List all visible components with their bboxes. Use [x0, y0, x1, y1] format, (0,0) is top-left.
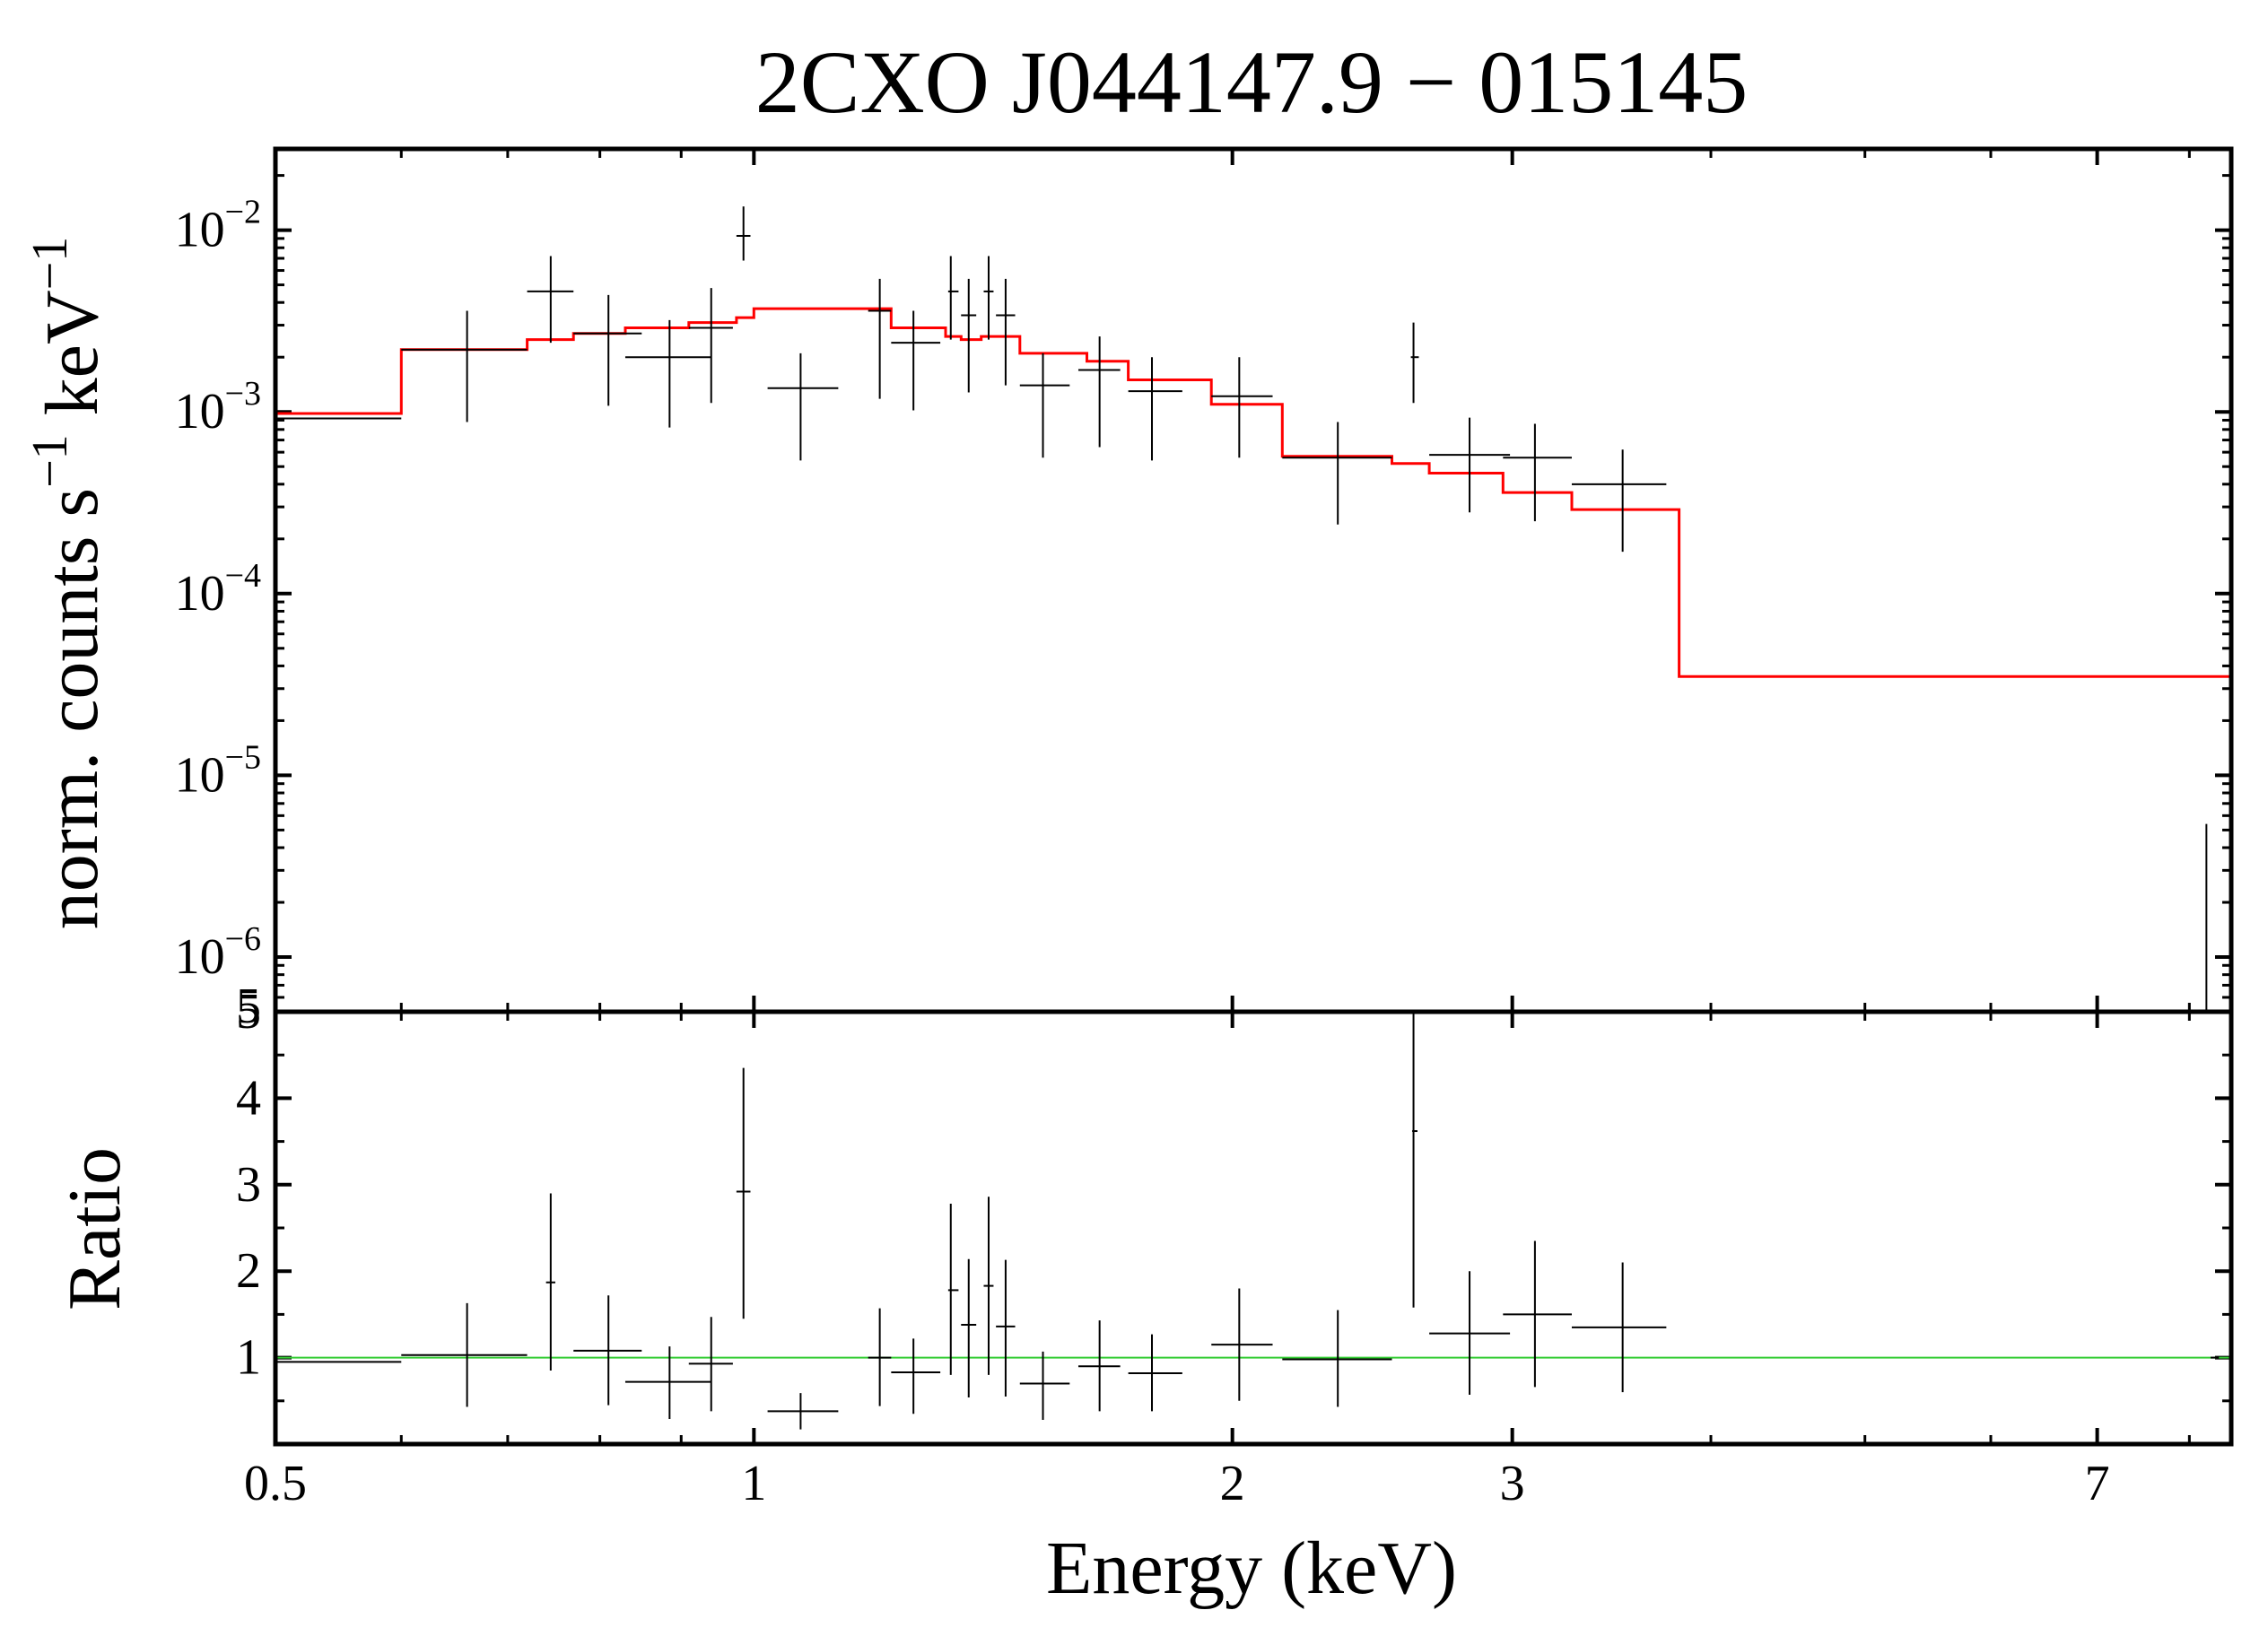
data-point	[401, 1302, 528, 1407]
spectrum-y-axis-label: norm. counts s−1 keV−1	[22, 237, 114, 929]
data-point	[996, 1259, 1016, 1397]
data-point	[947, 1204, 959, 1375]
data-point	[1571, 449, 1667, 553]
data-point	[868, 1308, 892, 1406]
data-point	[961, 1258, 977, 1397]
data-point	[1211, 1288, 1273, 1401]
y-tick-label: 1	[236, 1330, 261, 1386]
y-tick-label: 5	[236, 984, 261, 1040]
x-tick-label: 0.5	[244, 1456, 307, 1511]
y-tick-label: 10−6	[175, 920, 261, 985]
data-point	[624, 319, 711, 428]
ratio-panel: 1 2 3 4 5 0.5 1 2 3 7	[236, 984, 2234, 1511]
data-point	[1503, 423, 1572, 522]
data-point	[1077, 336, 1121, 448]
data-point	[1019, 352, 1070, 458]
data-point	[767, 1393, 839, 1430]
y-tick-label: 10−5	[175, 738, 261, 803]
data-point	[688, 1317, 733, 1412]
x-tick-label: 3	[1500, 1456, 1525, 1511]
ratio-frame	[273, 1009, 2234, 1447]
y-tick-label: 4	[236, 1070, 261, 1126]
x-axis-label: Energy (keV)	[1046, 1527, 1457, 1610]
model-curve	[275, 307, 2231, 678]
spectrum-panel: 10−2 10−3 10−4 10−5 10−65	[175, 146, 2234, 1034]
data-point	[688, 288, 733, 404]
data-point	[573, 294, 642, 406]
data-point	[1282, 1310, 1392, 1407]
data-point	[1410, 322, 1419, 404]
data-point	[527, 256, 574, 344]
data-point	[767, 352, 839, 461]
data-point	[573, 1295, 642, 1406]
data-point	[961, 278, 977, 393]
data-point	[1503, 1240, 1572, 1388]
data-point	[1429, 1271, 1511, 1396]
y-tick-label: 10−4	[175, 557, 261, 622]
data-point	[401, 310, 528, 422]
x-tick-label: 1	[741, 1456, 766, 1511]
data-point	[1019, 1351, 1070, 1421]
data-point	[868, 278, 892, 399]
data-point	[1282, 422, 1392, 525]
data-point	[996, 278, 1016, 386]
y-tick-label: 10−2	[175, 194, 261, 258]
data-point	[983, 256, 994, 340]
x-tick-label: 2	[1220, 1456, 1245, 1511]
data-point	[624, 1346, 711, 1420]
y-tick-label: 5	[236, 979, 261, 1034]
data-point	[1412, 1012, 1418, 1308]
data-point	[891, 310, 941, 411]
data-point	[736, 206, 751, 261]
chart-title: 2CXO J044147.9 − 015145	[755, 32, 1748, 132]
data-point	[1077, 1320, 1121, 1412]
y-tick-label: 2	[236, 1243, 261, 1299]
data-point	[545, 1193, 555, 1371]
y-tick-label: 10−3	[175, 375, 261, 440]
data-point	[891, 1338, 941, 1414]
data-point	[736, 1067, 751, 1319]
data-point	[1571, 1262, 1667, 1393]
x-tick-label: 7	[2085, 1456, 2110, 1511]
data-point	[1128, 357, 1182, 461]
ratio-y-axis-label: Ratio	[53, 1147, 136, 1310]
data-point	[1211, 357, 1273, 458]
data-point	[1128, 1334, 1182, 1412]
data-point	[1429, 417, 1511, 513]
spectrum-frame	[273, 146, 2234, 1014]
data-point	[947, 256, 959, 340]
data-point	[983, 1197, 994, 1375]
y-tick-label: 3	[236, 1157, 261, 1213]
